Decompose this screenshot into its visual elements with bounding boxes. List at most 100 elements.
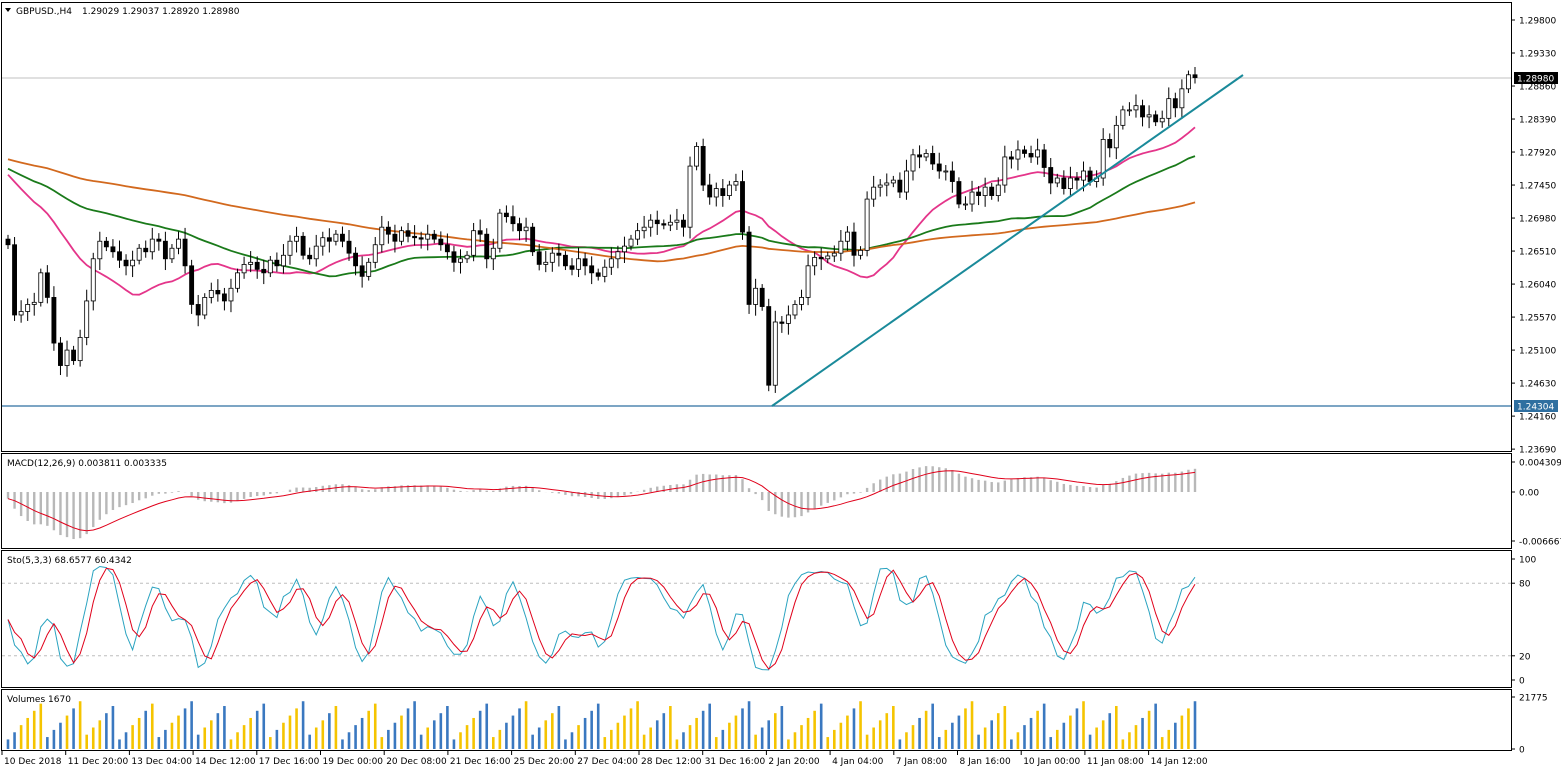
candle-body xyxy=(831,252,837,257)
candle-body xyxy=(143,247,149,253)
candle-body xyxy=(503,212,509,218)
candle-body xyxy=(418,237,424,240)
time-tick-label: 14 Dec 12:00 xyxy=(195,757,256,767)
price-tick-label: 1.24160 xyxy=(1519,413,1556,423)
candle-body xyxy=(84,300,90,338)
candle-body xyxy=(858,249,863,256)
candle-body xyxy=(241,264,247,274)
candle-body xyxy=(851,231,857,256)
candle-body xyxy=(254,261,260,270)
svg-text:1.24304: 1.24304 xyxy=(1517,403,1554,413)
macd-indicator xyxy=(6,466,1197,540)
time-tick-label: 2 Jan 20:00 xyxy=(768,757,820,767)
time-tick-label: 13 Dec 04:00 xyxy=(131,757,192,767)
candle-body xyxy=(117,251,122,261)
candle-body xyxy=(1067,177,1073,189)
candle-body xyxy=(517,223,522,232)
candle-body xyxy=(31,301,37,305)
candle-body xyxy=(726,184,732,196)
candle-body xyxy=(490,247,496,260)
time-tick-label: 20 Dec 08:00 xyxy=(386,757,447,767)
candle-body xyxy=(320,237,326,247)
time-tick-label: 27 Dec 04:00 xyxy=(577,757,638,767)
candle-body xyxy=(1022,149,1027,154)
candle-body xyxy=(1126,109,1132,112)
candle-body xyxy=(1035,149,1041,158)
volume-title: Volumes 1670 xyxy=(7,695,71,705)
candle-body xyxy=(97,240,103,260)
candle-body xyxy=(438,238,444,246)
candle-body xyxy=(221,293,227,302)
candle-body xyxy=(379,226,385,246)
sto-panel-frame xyxy=(1,550,1512,688)
candle-body xyxy=(1041,149,1047,168)
time-tick-label: 11 Dec 20:00 xyxy=(68,757,129,767)
candle-body xyxy=(1186,74,1191,90)
candle-body xyxy=(202,297,208,316)
candle-body xyxy=(1028,153,1034,158)
sto-axis: 100 80 20 0 xyxy=(1511,556,1536,687)
main-panel-frame xyxy=(1,2,1512,452)
last-price-tag: 1.28980 xyxy=(1514,72,1558,85)
candle-body xyxy=(595,272,601,277)
time-tick-label: 31 Dec 16:00 xyxy=(705,757,766,767)
candle-body xyxy=(287,240,293,256)
candle-body xyxy=(523,226,529,232)
candle-body xyxy=(1172,98,1178,109)
candle-body xyxy=(576,258,581,270)
volume-tick-label: 0 xyxy=(1519,746,1525,756)
price-tick-label: 1.29330 xyxy=(1519,50,1556,60)
macd-tick-label: 0.004309 xyxy=(1519,459,1561,469)
candle-body xyxy=(543,261,549,265)
candle-body xyxy=(477,230,483,235)
candle-body xyxy=(359,265,365,277)
candle-body xyxy=(18,311,24,316)
candle-body xyxy=(1074,177,1080,181)
candle-body xyxy=(995,184,1001,196)
candle-body xyxy=(313,245,319,260)
candle-body xyxy=(740,181,745,233)
candle-body xyxy=(1002,156,1008,186)
candle-body xyxy=(681,219,686,228)
price-tick-label: 1.25570 xyxy=(1519,314,1556,324)
candle-body xyxy=(838,240,844,254)
candle-body xyxy=(1048,167,1054,184)
candle-body xyxy=(431,233,437,240)
candle-body xyxy=(248,261,254,265)
candle-body xyxy=(949,170,955,182)
candle-body xyxy=(956,181,962,205)
candle-body xyxy=(451,251,457,263)
candle-body xyxy=(169,247,175,260)
symbol-label: GBPUSD.,H4 xyxy=(16,7,72,17)
candle-body xyxy=(917,154,922,158)
price-tick-label: 1.26510 xyxy=(1519,248,1556,258)
candle-body xyxy=(943,170,949,173)
candle-body xyxy=(641,226,647,232)
time-tick-label: 10 Dec 2018 xyxy=(4,757,62,767)
price-tick-label: 1.26980 xyxy=(1519,215,1556,225)
candle-body xyxy=(661,223,667,226)
candle-body xyxy=(195,304,201,316)
candle-body xyxy=(890,179,896,184)
candle-body xyxy=(1192,74,1198,78)
candle-body xyxy=(582,258,588,267)
candle-body xyxy=(90,258,96,302)
candle-body xyxy=(635,230,641,240)
candle-body xyxy=(235,272,240,289)
candle-body xyxy=(1179,88,1185,109)
candle-body xyxy=(536,251,542,265)
candle-body xyxy=(412,235,418,239)
candle-body xyxy=(156,238,162,242)
candle-body xyxy=(549,252,555,263)
candle-body xyxy=(51,297,57,344)
sto-tick-label: 0 xyxy=(1519,677,1525,687)
candle-body xyxy=(44,272,50,298)
candle-body xyxy=(425,233,431,240)
candle-body xyxy=(930,153,936,165)
candle-body xyxy=(274,259,280,267)
candle-body xyxy=(1146,114,1152,118)
trend-line[interactable] xyxy=(771,74,1244,407)
candle-body xyxy=(25,304,31,312)
